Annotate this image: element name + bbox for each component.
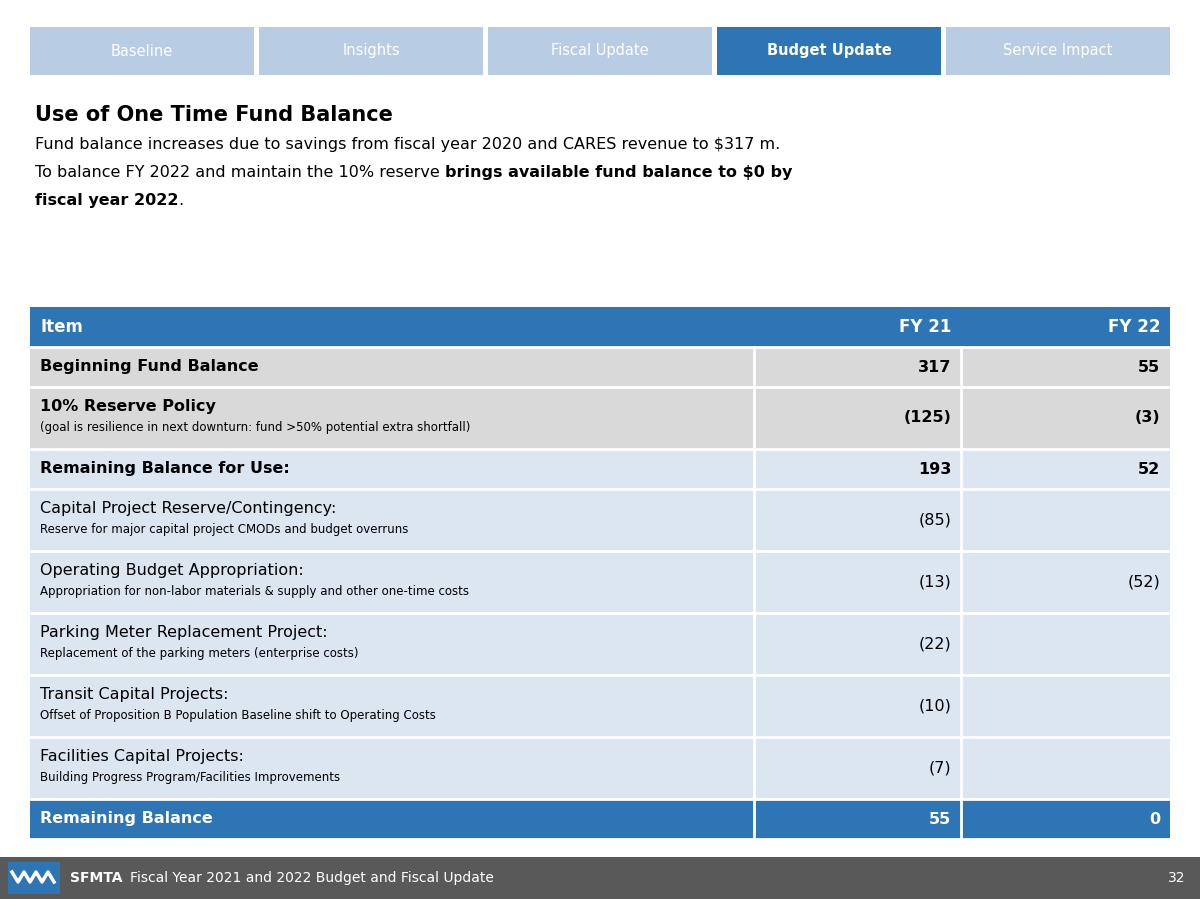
Text: (10): (10) <box>918 699 952 714</box>
FancyBboxPatch shape <box>30 737 1170 799</box>
Text: 193: 193 <box>918 461 952 476</box>
Text: 0: 0 <box>1148 812 1160 826</box>
Text: .: . <box>179 193 184 208</box>
Text: 317: 317 <box>918 360 952 375</box>
FancyBboxPatch shape <box>488 27 712 75</box>
Text: Fund balance increases due to savings from fiscal year 2020 and CARES revenue to: Fund balance increases due to savings fr… <box>35 137 780 152</box>
Text: 55: 55 <box>1138 360 1160 375</box>
Text: To balance FY 2022 and maintain the 10% reserve: To balance FY 2022 and maintain the 10% … <box>35 165 445 180</box>
Text: SFMTA: SFMTA <box>70 871 122 885</box>
Text: Baseline: Baseline <box>110 43 173 58</box>
FancyBboxPatch shape <box>30 613 1170 675</box>
Text: Budget Update: Budget Update <box>767 43 892 58</box>
FancyBboxPatch shape <box>718 27 941 75</box>
Text: (3): (3) <box>1134 411 1160 425</box>
Text: (goal is resilience in next downturn: fund >50% potential extra shortfall): (goal is resilience in next downturn: fu… <box>40 421 470 434</box>
FancyBboxPatch shape <box>30 449 1170 489</box>
Text: Fiscal Year 2021 and 2022 Budget and Fiscal Update: Fiscal Year 2021 and 2022 Budget and Fis… <box>130 871 494 885</box>
Text: (22): (22) <box>919 636 952 652</box>
Text: 55: 55 <box>929 812 952 826</box>
FancyBboxPatch shape <box>259 27 482 75</box>
Text: Offset of Proposition B Population Baseline shift to Operating Costs: Offset of Proposition B Population Basel… <box>40 709 436 722</box>
Text: (52): (52) <box>1127 574 1160 590</box>
Text: Replacement of the parking meters (enterprise costs): Replacement of the parking meters (enter… <box>40 647 359 660</box>
FancyBboxPatch shape <box>30 799 1170 839</box>
FancyBboxPatch shape <box>8 862 60 894</box>
FancyBboxPatch shape <box>0 857 1200 899</box>
Text: Remaining Balance: Remaining Balance <box>40 812 212 826</box>
Text: Reserve for major capital project CMODs and budget overruns: Reserve for major capital project CMODs … <box>40 523 408 536</box>
Text: (125): (125) <box>904 411 952 425</box>
Text: Parking Meter Replacement Project:: Parking Meter Replacement Project: <box>40 625 328 640</box>
Text: Capital Project Reserve/Contingency:: Capital Project Reserve/Contingency: <box>40 501 336 516</box>
Text: (85): (85) <box>918 512 952 528</box>
Text: Operating Budget Appropriation:: Operating Budget Appropriation: <box>40 563 304 578</box>
Text: Beginning Fund Balance: Beginning Fund Balance <box>40 360 259 375</box>
Text: brings available fund balance to $0 by: brings available fund balance to $0 by <box>445 165 792 180</box>
FancyBboxPatch shape <box>30 387 1170 449</box>
Text: Service Impact: Service Impact <box>1003 43 1112 58</box>
Text: Use of One Time Fund Balance: Use of One Time Fund Balance <box>35 105 392 125</box>
FancyBboxPatch shape <box>30 551 1170 613</box>
Text: FY 22: FY 22 <box>1108 318 1160 336</box>
FancyBboxPatch shape <box>30 307 1170 347</box>
Text: Transit Capital Projects:: Transit Capital Projects: <box>40 687 228 702</box>
FancyBboxPatch shape <box>30 489 1170 551</box>
Text: (13): (13) <box>919 574 952 590</box>
Text: Facilities Capital Projects:: Facilities Capital Projects: <box>40 749 244 764</box>
Text: (7): (7) <box>929 761 952 776</box>
Text: 32: 32 <box>1168 871 1186 885</box>
Text: Fiscal Update: Fiscal Update <box>551 43 649 58</box>
Text: fiscal year 2022: fiscal year 2022 <box>35 193 179 208</box>
Text: Item: Item <box>40 318 83 336</box>
Text: Remaining Balance for Use:: Remaining Balance for Use: <box>40 461 289 476</box>
FancyBboxPatch shape <box>30 675 1170 737</box>
Text: Insights: Insights <box>342 43 400 58</box>
FancyBboxPatch shape <box>30 27 254 75</box>
FancyBboxPatch shape <box>946 27 1170 75</box>
Text: Appropriation for non-labor materials & supply and other one-time costs: Appropriation for non-labor materials & … <box>40 585 469 598</box>
FancyBboxPatch shape <box>30 347 1170 387</box>
Text: 10% Reserve Policy: 10% Reserve Policy <box>40 399 216 414</box>
Text: Building Progress Program/Facilities Improvements: Building Progress Program/Facilities Imp… <box>40 771 340 784</box>
Text: FY 21: FY 21 <box>899 318 952 336</box>
Text: 52: 52 <box>1138 461 1160 476</box>
